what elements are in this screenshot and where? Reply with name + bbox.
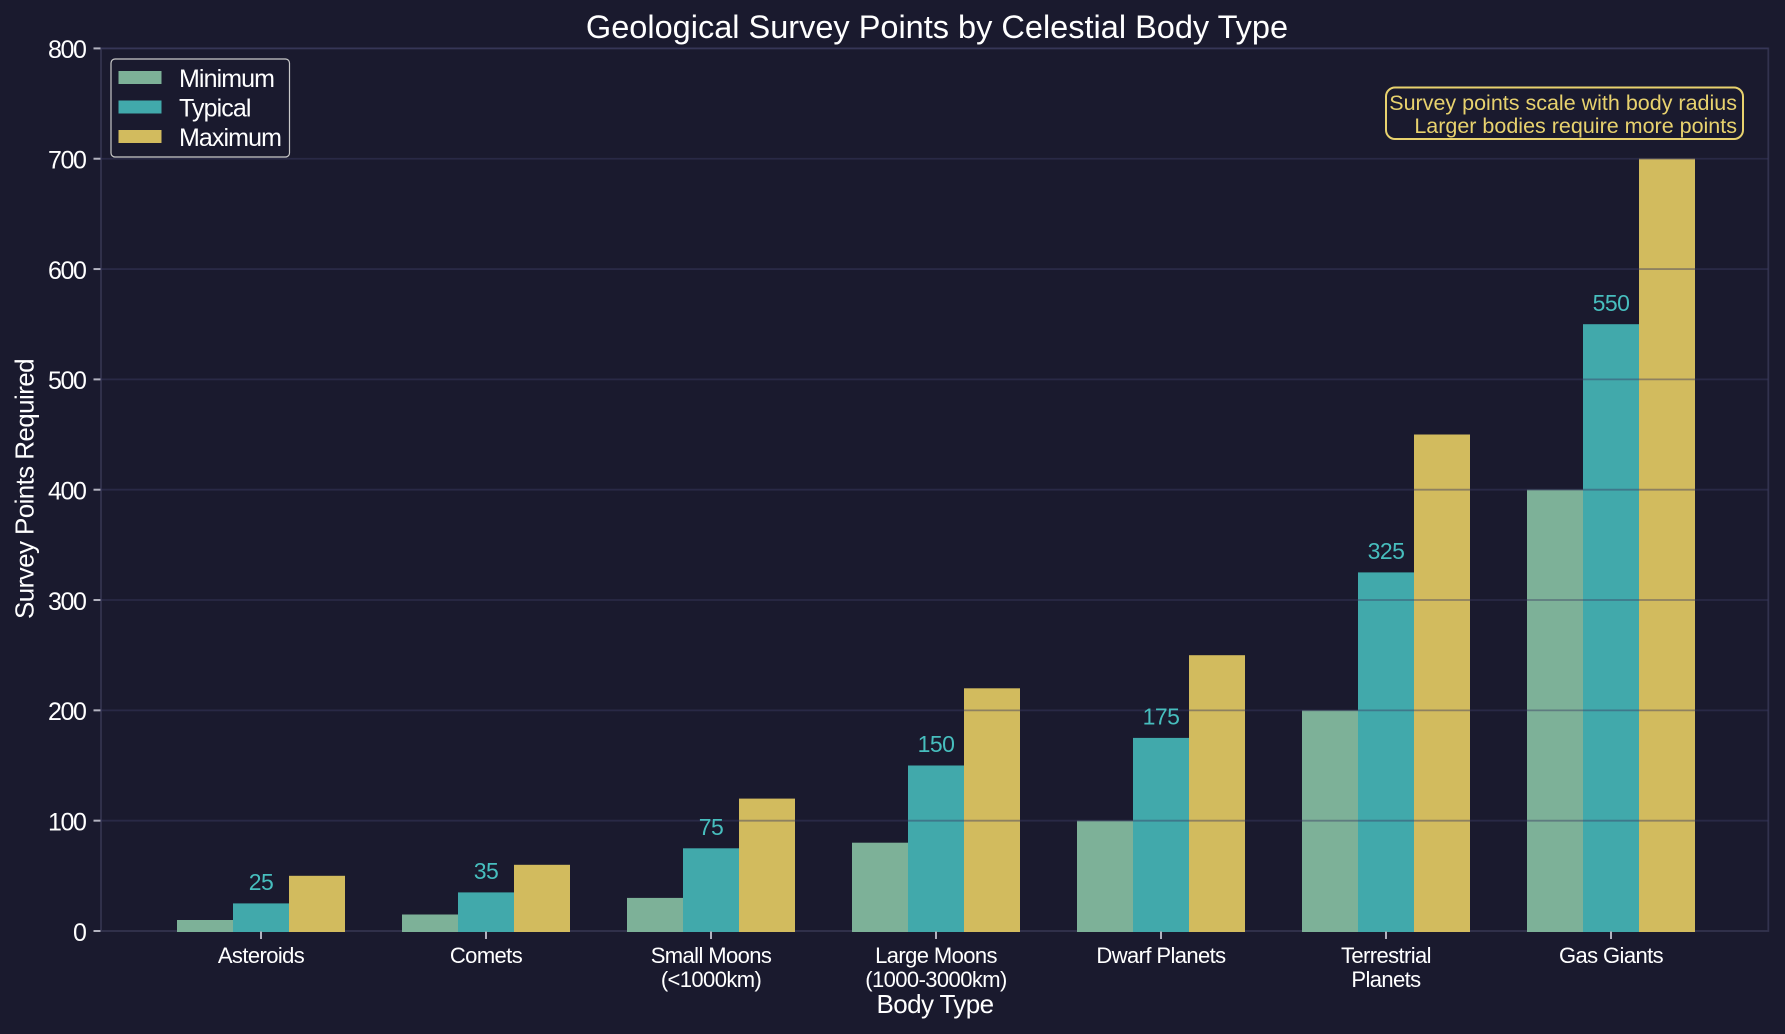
svg-text:Dwarf Planets: Dwarf Planets bbox=[1096, 943, 1226, 968]
svg-text:Typical: Typical bbox=[179, 95, 251, 123]
svg-text:Small Moons: Small Moons bbox=[651, 943, 772, 968]
svg-text:Planets: Planets bbox=[1351, 967, 1421, 992]
svg-text:Terrestrial: Terrestrial bbox=[1341, 943, 1431, 968]
svg-text:300: 300 bbox=[48, 588, 86, 616]
svg-text:400: 400 bbox=[48, 478, 86, 506]
svg-text:75: 75 bbox=[699, 814, 724, 840]
svg-text:Geological Survey Points by Ce: Geological Survey Points by Celestial Bo… bbox=[586, 9, 1288, 45]
svg-text:Body Type: Body Type bbox=[877, 989, 994, 1019]
svg-text:Large Moons: Large Moons bbox=[875, 943, 997, 968]
svg-text:Gas Giants: Gas Giants bbox=[1559, 943, 1664, 968]
svg-text:800: 800 bbox=[48, 36, 86, 64]
svg-text:(1000-3000km): (1000-3000km) bbox=[865, 967, 1006, 992]
svg-text:600: 600 bbox=[48, 257, 86, 285]
svg-text:(<1000km): (<1000km) bbox=[661, 967, 761, 992]
svg-text:Minimum: Minimum bbox=[179, 65, 274, 93]
svg-text:0: 0 bbox=[73, 919, 86, 947]
svg-text:325: 325 bbox=[1368, 538, 1405, 564]
svg-text:500: 500 bbox=[48, 367, 86, 395]
svg-text:700: 700 bbox=[48, 147, 86, 175]
svg-text:Comets: Comets bbox=[450, 943, 523, 968]
svg-text:100: 100 bbox=[48, 809, 86, 837]
svg-text:25: 25 bbox=[249, 869, 274, 895]
svg-text:200: 200 bbox=[48, 698, 86, 726]
svg-text:35: 35 bbox=[474, 858, 499, 884]
svg-text:Asteroids: Asteroids bbox=[218, 943, 305, 968]
svg-text:175: 175 bbox=[1143, 704, 1180, 730]
svg-text:Survey points scale with body: Survey points scale with body radius bbox=[1389, 91, 1737, 115]
svg-text:150: 150 bbox=[918, 731, 955, 757]
svg-text:Survey Points Required: Survey Points Required bbox=[10, 359, 40, 619]
svg-text:Larger bodies require more poi: Larger bodies require more points bbox=[1414, 114, 1737, 138]
svg-text:550: 550 bbox=[1593, 290, 1630, 316]
svg-text:Maximum: Maximum bbox=[179, 124, 281, 152]
